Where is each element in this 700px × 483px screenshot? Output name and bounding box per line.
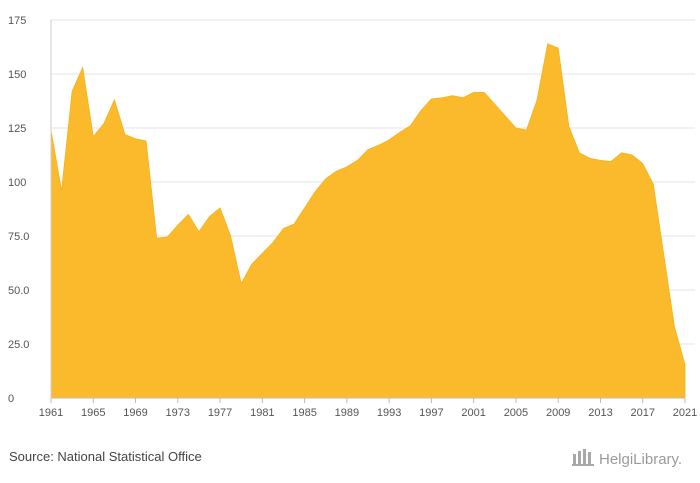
x-tick-label: 1985 xyxy=(292,407,316,419)
axes xyxy=(50,20,685,399)
x-tick-label: 2009 xyxy=(546,407,570,419)
x-tick-label: 1965 xyxy=(81,407,105,419)
source-note: Source: National Statistical Office xyxy=(9,449,202,464)
x-tick-label: 2001 xyxy=(461,407,485,419)
series-area-path[interactable] xyxy=(50,43,686,399)
x-tick-label: 2005 xyxy=(504,407,528,419)
x-tick-label: 2017 xyxy=(630,407,654,419)
brand-logo[interactable]: HelgiLibrary. xyxy=(572,448,682,470)
x-tick-label: 1973 xyxy=(166,407,190,419)
x-axis-ticks: 1961 1965 1969 1973 1977 1981 1985 1989 1993 1997… xyxy=(39,398,697,419)
y-tick-label: 125 xyxy=(8,123,26,135)
y-tick-label: 25.0 xyxy=(8,339,29,351)
x-tick-label: 1961 xyxy=(39,407,63,419)
brand-name: HelgiLibrary. xyxy=(599,450,683,468)
helgi-library-icon xyxy=(572,448,596,470)
x-tick-label: 2021 xyxy=(673,407,697,419)
x-tick-label: 1993 xyxy=(377,407,401,419)
y-tick-label: 150 xyxy=(8,69,26,81)
y-tick-label: 175 xyxy=(8,15,26,27)
x-tick-label: 1981 xyxy=(250,407,274,419)
x-tick-label: 2013 xyxy=(588,407,612,419)
x-tick-label: 1977 xyxy=(208,407,232,419)
x-tick-label: 1997 xyxy=(419,407,443,419)
x-tick-label: 1989 xyxy=(335,407,359,419)
y-axis-ticks: 0 25.0 50.0 75.0 100 125 150 175 xyxy=(8,15,29,405)
y-tick-label: 0 xyxy=(8,393,14,405)
series-area xyxy=(50,43,686,399)
y-tick-label: 100 xyxy=(8,177,26,189)
y-tick-label: 50.0 xyxy=(8,285,29,297)
x-tick-label: 1969 xyxy=(123,407,147,419)
y-tick-label: 75.0 xyxy=(8,231,29,243)
